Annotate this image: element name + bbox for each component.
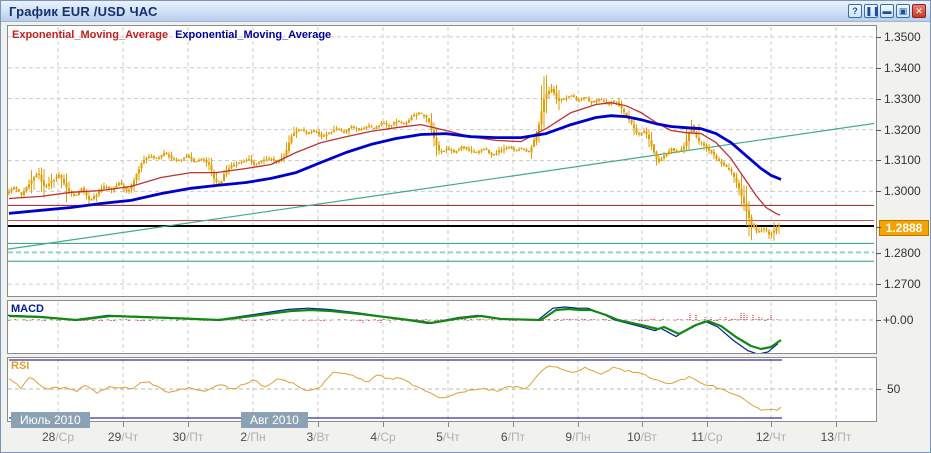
macd-main-line [8,307,782,351]
month-badge-aug: Авг 2010 [241,412,308,428]
price-axis-tick [876,160,881,161]
time-axis-tick [513,422,514,427]
pause-button[interactable]: ❚❚ [864,4,881,18]
macd-label: MACD [11,303,44,315]
maximize-button[interactable]: ▣ [896,4,910,18]
price-axis-tick [876,191,881,192]
time-axis-tick [642,422,643,427]
rsi-line [8,365,782,411]
trendline [8,122,874,250]
price-axis-tick [876,284,881,285]
help-button[interactable]: ? [848,4,862,18]
rsi-level-tick [876,389,881,390]
price-axis-tick [876,253,881,254]
window-title: График EUR /USD ЧАС [9,4,158,19]
x-axis-label: 29/Чт [107,430,139,444]
month-badge-july: Июль 2010 [11,412,90,428]
legend-ema-fast: Exponential_Moving_Average [12,29,169,41]
x-axis-label: 28/Ср [41,430,75,444]
x-axis-label: 2/Пн [240,430,266,444]
time-axis-tick [123,422,124,427]
x-axis-label: 6/Пт [500,430,526,444]
time-axis-tick [771,422,772,427]
x-axis-label: 13/Пт [820,430,852,444]
current-price-tag: 1.2888 [879,220,929,236]
price-tick-label: 1.3000 [884,184,921,198]
price-tick-label: 1.2700 [884,277,921,291]
time-axis-tick [318,422,319,427]
price-tick-label: 1.3500 [884,30,921,44]
time-axis-tick [836,422,837,427]
price-tick-label: 1.3300 [884,92,921,106]
close-button[interactable]: ✕ [912,4,926,18]
price-tick-label: 1.3400 [884,61,921,75]
ema-slow-line [8,114,782,215]
macd-zero-tick [876,320,881,321]
legend-ema-slow: Exponential_Moving_Average [175,29,332,41]
x-axis-label: 11/Ср [691,430,723,444]
price-tick-label: 1.3200 [884,123,921,137]
macd-plot[interactable] [8,301,874,353]
ema-fast-line [8,102,781,216]
price-axis-tick [876,68,881,69]
window-titlebar[interactable]: График EUR /USD ЧАС ? ❚❚ ▬ ▣ ✕ [1,1,930,22]
window-controls: ? ❚❚ ▬ ▣ ✕ [848,4,926,18]
price-axis-tick [876,130,881,131]
price-axis-tick [876,227,881,228]
time-axis-tick [188,422,189,427]
time-axis-tick [707,422,708,427]
indicator-legend: Exponential_Moving_Average Exponential_M… [12,29,331,41]
price-axis-tick [876,99,881,100]
price-tick-label: 1.3100 [884,153,921,167]
macd-zero-label: +0.00 [883,313,914,327]
price-chart-plot[interactable] [8,26,874,295]
price-tick-label: 1.2800 [884,246,921,260]
time-axis-tick [383,422,384,427]
x-axis-label: 10/Вт [627,430,657,444]
time-axis-tick [448,422,449,427]
macd-panel [7,300,877,354]
x-axis-label: 4/Ср [370,430,396,444]
x-axis-label: 3/Вт [306,430,330,444]
x-axis-label: 12/Чт [755,430,787,444]
rsi-label: RSI [11,360,30,372]
time-axis-tick [578,422,579,427]
rsi-plot[interactable] [8,358,874,421]
rsi-level-label: 50 [887,382,901,396]
price-axis-tick [876,37,881,38]
minimize-button[interactable]: ▬ [880,4,894,18]
x-axis-label: 30/Пт [172,430,204,444]
x-axis-label: 9/Пн [565,430,591,444]
x-axis-label: 5/Чт [436,430,460,444]
